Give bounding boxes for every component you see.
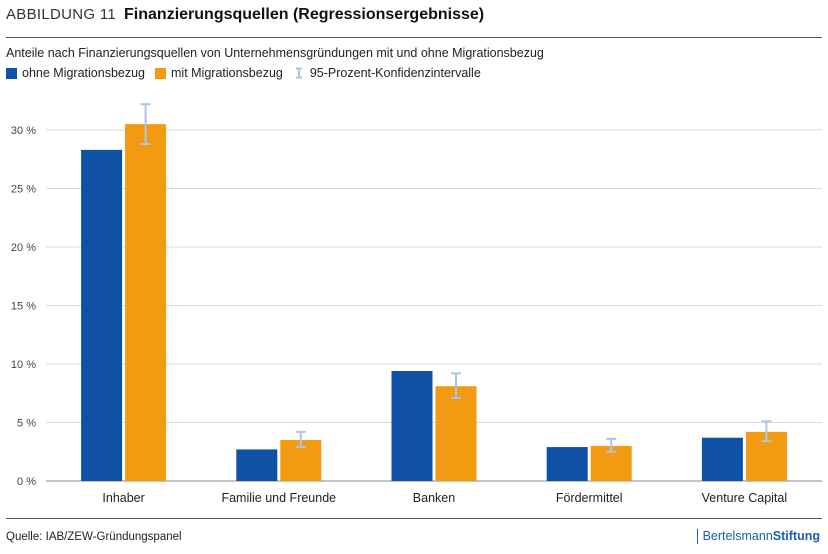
legend-item-ci: 95-Prozent-Konfidenzintervalle <box>293 66 481 80</box>
figure-header: ABBILDUNG 11 Finanzierungsquellen (Regre… <box>6 6 484 32</box>
bar-chart: 0 % 5 % 10 % 15 % 20 % 25 % 30 % Inhaber Familie… <box>11 103 822 505</box>
x-category-label: Venture Capital <box>702 491 787 505</box>
x-category-label: Familie und Freunde <box>221 491 336 505</box>
legend: ohne Migrationsbezug mit Migrationsbezug… <box>6 66 491 80</box>
y-tick-label: 25 % <box>11 184 36 196</box>
bar-ohne-migrationsbezug <box>236 449 278 481</box>
x-category-label: Banken <box>413 491 455 505</box>
y-tick-label: 15 % <box>11 301 36 313</box>
legend-label-ohne: ohne Migrationsbezug <box>22 66 145 80</box>
x-category-label: Inhaber <box>102 491 144 505</box>
chart-subtitle: Anteile nach Finanzierungsquellen von Un… <box>6 46 544 60</box>
brand-part1: Bertelsmann <box>702 529 773 543</box>
y-tick-label: 5 % <box>17 418 36 430</box>
bar-mit-migrationsbezug <box>435 386 477 481</box>
source-note: Quelle: IAB/ZEW-Gründungspanel <box>6 531 182 543</box>
legend-label-ci: 95-Prozent-Konfidenzintervalle <box>309 66 481 80</box>
bar-ohne-migrationsbezug <box>546 447 588 481</box>
y-tick-label: 10 % <box>11 359 36 371</box>
bottom-divider <box>6 518 822 519</box>
x-category-label: Fördermittel <box>556 491 623 505</box>
chart-title: Finanzierungsquellen (Regressionsergebni… <box>124 6 485 23</box>
bar-ohne-migrationsbezug <box>701 437 743 481</box>
legend-item-mit: mit Migrationsbezug <box>155 66 283 80</box>
y-tick-label: 20 % <box>11 242 36 254</box>
top-divider <box>6 37 822 38</box>
error-bar-icon <box>295 67 302 79</box>
bar-ohne-migrationsbezug <box>391 371 433 481</box>
brand-logo: BertelsmannStiftung <box>696 529 820 544</box>
figure-label: ABBILDUNG 11 <box>6 6 117 23</box>
legend-item-ohne: ohne Migrationsbezug <box>6 66 145 80</box>
legend-swatch-mit <box>155 67 166 79</box>
brand-part2: Stiftung <box>772 529 820 543</box>
y-tick-label: 30 % <box>11 125 36 137</box>
legend-swatch-ohne <box>6 67 17 79</box>
y-tick-label: 0 % <box>17 476 36 488</box>
legend-label-mit: mit Migrationsbezug <box>171 66 283 80</box>
bar-mit-migrationsbezug <box>125 124 167 482</box>
bar-ohne-migrationsbezug <box>81 149 123 481</box>
